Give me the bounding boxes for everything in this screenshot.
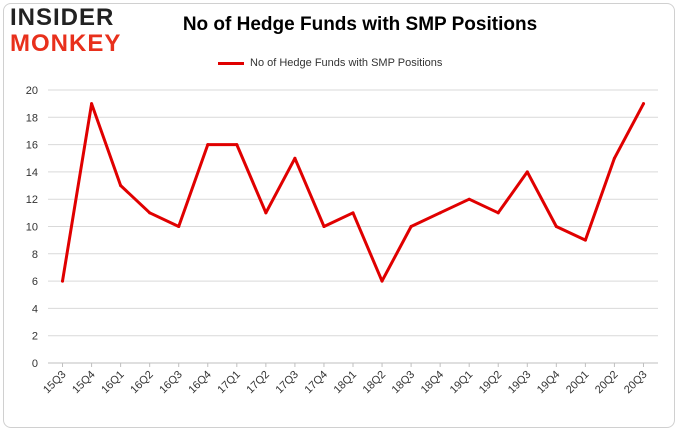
x-tick-label: 16Q4 [186, 369, 214, 397]
x-tick-label: 19Q1 [448, 369, 476, 397]
x-tick-label: 20Q3 [622, 369, 650, 397]
x-tick-label: 20Q2 [593, 369, 621, 397]
y-tick-label: 14 [26, 167, 38, 179]
y-tick-label: 16 [26, 140, 38, 152]
y-tick-label: 4 [32, 303, 38, 315]
data-point-17Q1 [235, 143, 239, 147]
x-tick-label: 19Q2 [477, 369, 505, 397]
data-point-19Q3 [525, 170, 529, 174]
chart-legend: No of Hedge Funds with SMP Positions [218, 56, 442, 70]
data-point-17Q4 [322, 225, 326, 228]
y-tick-label: 10 [26, 222, 38, 234]
logo-word-insider: INSIDER [10, 4, 115, 31]
y-tick-label: 18 [26, 112, 38, 124]
data-point-18Q3 [409, 225, 413, 228]
x-tick-label: 18Q2 [361, 369, 389, 397]
x-tick-label: 18Q4 [419, 369, 447, 397]
y-tick-label: 12 [26, 194, 38, 206]
data-point-15Q4 [90, 102, 94, 106]
x-tick-label: 17Q2 [244, 369, 272, 397]
x-tick-label: 17Q3 [274, 369, 302, 397]
x-tick-label: 16Q3 [157, 369, 185, 397]
logo-word-monkey: MONKEY [10, 30, 122, 57]
insider-monkey-logo: INSIDER MONKEY [10, 6, 128, 56]
x-tick-label: 16Q2 [128, 369, 156, 397]
y-tick-label: 6 [32, 276, 38, 288]
chart-title: No of Hedge Funds with SMP Positions [182, 14, 538, 35]
data-point-18Q2 [380, 279, 384, 283]
x-tick-label: 20Q1 [564, 369, 592, 397]
x-tick-label: 15Q4 [70, 369, 98, 397]
data-point-20Q3 [641, 102, 645, 106]
data-point-15Q3 [61, 279, 65, 283]
data-point-20Q2 [612, 156, 616, 160]
y-tick-label: 0 [32, 358, 38, 370]
legend-swatch [218, 61, 244, 65]
x-tick-label: 17Q1 [215, 369, 243, 397]
x-tick-label: 18Q3 [390, 369, 418, 397]
x-tick-label: 17Q4 [303, 369, 331, 397]
data-point-16Q2 [148, 211, 152, 215]
x-tick-label: 18Q1 [332, 369, 360, 397]
data-point-19Q2 [496, 211, 500, 215]
chart-frame [3, 3, 675, 428]
x-tick-label: 19Q4 [535, 369, 563, 397]
data-point-16Q1 [119, 184, 123, 188]
y-tick-label: 20 [26, 85, 38, 97]
x-tick-label: 15Q3 [41, 369, 69, 397]
data-point-19Q1 [467, 197, 471, 201]
y-tick-label: 2 [32, 331, 38, 343]
data-point-17Q2 [264, 211, 268, 215]
series-line-0 [61, 102, 645, 283]
data-point-19Q4 [554, 225, 558, 228]
data-point-18Q1 [351, 211, 355, 215]
data-point-16Q3 [177, 225, 181, 228]
data-point-16Q4 [206, 143, 210, 147]
x-tick-label: 19Q3 [506, 369, 534, 397]
y-tick-label: 8 [32, 249, 38, 261]
data-point-17Q3 [293, 156, 297, 160]
legend-label: No of Hedge Funds with SMP Positions [250, 57, 443, 69]
x-tick-label: 16Q1 [99, 369, 127, 397]
data-point-18Q4 [438, 211, 442, 215]
data-point-20Q1 [583, 238, 587, 242]
